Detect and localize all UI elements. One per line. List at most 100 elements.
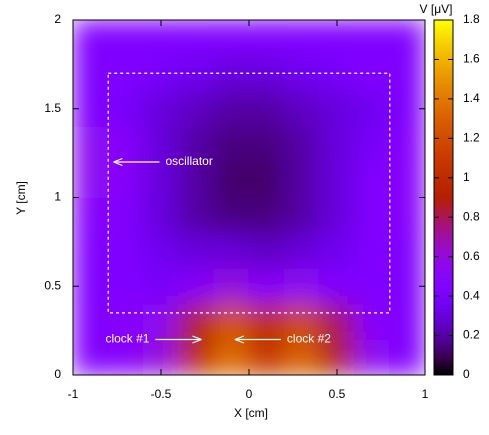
heatmap-cell	[283, 161, 320, 198]
heatmap-cell	[213, 232, 250, 269]
heatmap-cell	[73, 303, 109, 340]
heatmap-cell	[73, 20, 109, 56]
heatmap-cell	[283, 126, 320, 163]
heatmap-cell	[318, 126, 356, 163]
heatmap-cell	[107, 161, 144, 198]
heatmap-cell	[178, 303, 215, 340]
heatmap-cell	[248, 268, 285, 305]
heatmap-cell	[142, 197, 180, 234]
heatmap-cell	[354, 268, 391, 305]
heatmap-cell	[73, 161, 109, 198]
heatmap-cell	[213, 55, 250, 92]
colorbar-label: V [μV]	[420, 2, 453, 16]
heatmap-cell	[107, 197, 144, 234]
heatmap-cell	[283, 339, 320, 375]
heatmap-cell	[318, 90, 356, 127]
colorbar-tick-label: 0.4	[463, 288, 480, 302]
heatmap-cell	[283, 268, 320, 305]
heatmap-cell	[248, 197, 285, 234]
heatmap-cell	[213, 90, 250, 127]
y-tick-label: 0	[54, 367, 61, 381]
heatmap-cell	[73, 197, 109, 234]
x-tick-label: 0	[246, 387, 253, 401]
heatmap-cell	[283, 90, 320, 127]
heatmap-cell	[142, 161, 180, 198]
heatmap-cell	[178, 197, 215, 234]
heatmap-cell	[248, 126, 285, 163]
heatmap-cell	[107, 126, 144, 163]
y-axis-label: Y [cm]	[14, 181, 28, 215]
heatmap-cell	[389, 339, 425, 375]
heatmap-cell	[107, 268, 144, 305]
x-tick-label: 0.5	[329, 387, 346, 401]
heatmap-cell	[178, 20, 215, 56]
heatmap-cell	[354, 20, 391, 56]
arrow-head	[113, 157, 123, 167]
colorbar-tick-label: 0.6	[463, 249, 480, 263]
heatmap-cell	[107, 303, 144, 340]
heatmap-cell	[389, 161, 425, 198]
heatmap-cell	[283, 303, 320, 340]
heatmap-cell	[354, 90, 391, 127]
x-tick-label: 1	[422, 387, 429, 401]
heatmap-cell	[354, 339, 391, 375]
heatmap-cell	[178, 55, 215, 92]
heatmap-cell	[107, 232, 144, 269]
colorbar-tick-label: 1	[463, 170, 470, 184]
heatmap-cell	[213, 303, 250, 340]
heatmap-cell	[318, 268, 356, 305]
heatmap-cell	[389, 126, 425, 163]
heatmap-cell	[107, 20, 144, 56]
heatmap-cell	[213, 268, 250, 305]
x-tick-label: -0.5	[151, 387, 172, 401]
heatmap-cell	[283, 20, 320, 56]
heatmap-cell	[389, 20, 425, 56]
colorbar-tick-label: 0	[463, 367, 470, 381]
annotation-text: clock #2	[287, 332, 331, 346]
heatmap-cell	[142, 126, 180, 163]
heatmap-cell	[318, 303, 356, 340]
heatmap-cell	[354, 197, 391, 234]
heatmap-cell	[389, 197, 425, 234]
heatmap-cell	[178, 232, 215, 269]
y-tick-label: 0.5	[44, 278, 61, 292]
heatmap-cell	[142, 55, 180, 92]
arrow-head	[192, 335, 202, 344]
heatmap-cell	[142, 90, 180, 127]
y-tick-label: 1.5	[44, 101, 61, 115]
heatmap-cell	[248, 90, 285, 127]
heatmap-cell	[389, 303, 425, 340]
heatmap-cell	[178, 126, 215, 163]
colorbar	[433, 19, 454, 376]
heatmap-cell	[107, 90, 144, 127]
colorbar-tick-label: 1.2	[463, 131, 480, 145]
heatmap-cell	[107, 55, 144, 92]
heatmap-cell	[354, 161, 391, 198]
y-tick-label: 2	[54, 12, 61, 26]
heatmap-cell	[248, 232, 285, 269]
heatmap-cell	[213, 197, 250, 234]
heatmap-cell	[318, 197, 356, 234]
heatmap-cell	[354, 126, 391, 163]
heatmap-cell	[178, 268, 215, 305]
annotation-text: clock #1	[105, 332, 149, 346]
heatmap-cell	[248, 161, 285, 198]
heatmap-cell	[389, 55, 425, 92]
heatmap-cell	[73, 55, 109, 92]
colorbar-tick-label: 0.2	[463, 328, 480, 342]
heatmap-cell	[73, 126, 109, 163]
colorbar-tick-label: 1.6	[463, 52, 480, 66]
heatmap-cell	[213, 20, 250, 56]
heatmap-cell	[283, 197, 320, 234]
heatmap-cell	[354, 303, 391, 340]
heatmap-cell	[142, 303, 180, 340]
heatmap-cell	[248, 303, 285, 340]
heatmap-cell	[73, 232, 109, 269]
heatmap-cell	[178, 161, 215, 198]
heatmap-cell	[142, 232, 180, 269]
heatmap-cell	[248, 339, 285, 375]
colorbar-tick-label: 1.8	[463, 12, 480, 26]
heatmap-cell	[213, 161, 250, 198]
arrow-head	[234, 335, 245, 344]
